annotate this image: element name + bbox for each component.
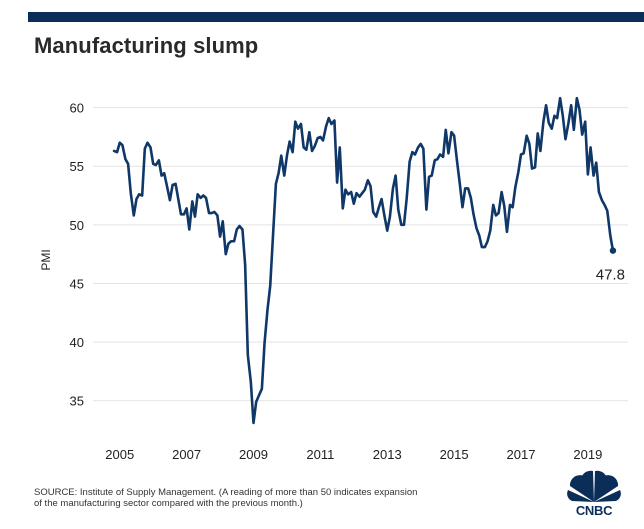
x-tick-label-2013: 2013 <box>373 447 402 462</box>
y-tick-label-50: 50 <box>70 218 84 233</box>
x-tick-label-2019: 2019 <box>573 447 602 462</box>
chart-title: Manufacturing slump <box>34 33 259 58</box>
x-tick-label-2011: 2011 <box>306 447 334 462</box>
y-tick-label-45: 45 <box>70 276 84 291</box>
cnbc-logo-text: CNBC <box>575 503 613 518</box>
x-tick-labels: 2005 2007 2009 2011 2013 2015 2017 2019 <box>105 447 602 462</box>
source-note: SOURCE: Institute of Supply Management. … <box>34 487 534 509</box>
source-line-1: SOURCE: Institute of Supply Management. … <box>34 487 418 498</box>
top-accent-bar <box>28 12 644 22</box>
grid-layer <box>93 107 628 402</box>
x-tick-label-2009: 2009 <box>239 447 268 462</box>
cnbc-logo: CNBC <box>562 470 626 518</box>
peacock-icon <box>567 470 621 502</box>
y-tick-label-55: 55 <box>70 159 84 174</box>
y-tick-label-60: 60 <box>70 101 84 116</box>
latest-value-label: 47.8 <box>596 267 625 284</box>
y-tick-label-35: 35 <box>70 394 84 409</box>
x-tick-label-2005: 2005 <box>105 447 134 462</box>
y-tick-labels: 35 40 45 50 55 60 <box>70 101 84 409</box>
latest-value-point <box>609 247 617 254</box>
y-tick-label-40: 40 <box>70 335 84 350</box>
pmi-series-line <box>112 96 615 425</box>
pmi-line-chart: 35 40 45 50 55 60 2005 2007 2009 2011 2013 2015 201… <box>39 96 628 462</box>
source-line-2: of the manufacturing sector compared wit… <box>34 498 303 509</box>
x-tick-label-2017: 2017 <box>507 447 536 462</box>
x-tick-label-2007: 2007 <box>172 447 201 462</box>
y-axis-title: PMI <box>39 249 53 270</box>
x-tick-label-2015: 2015 <box>440 447 469 462</box>
